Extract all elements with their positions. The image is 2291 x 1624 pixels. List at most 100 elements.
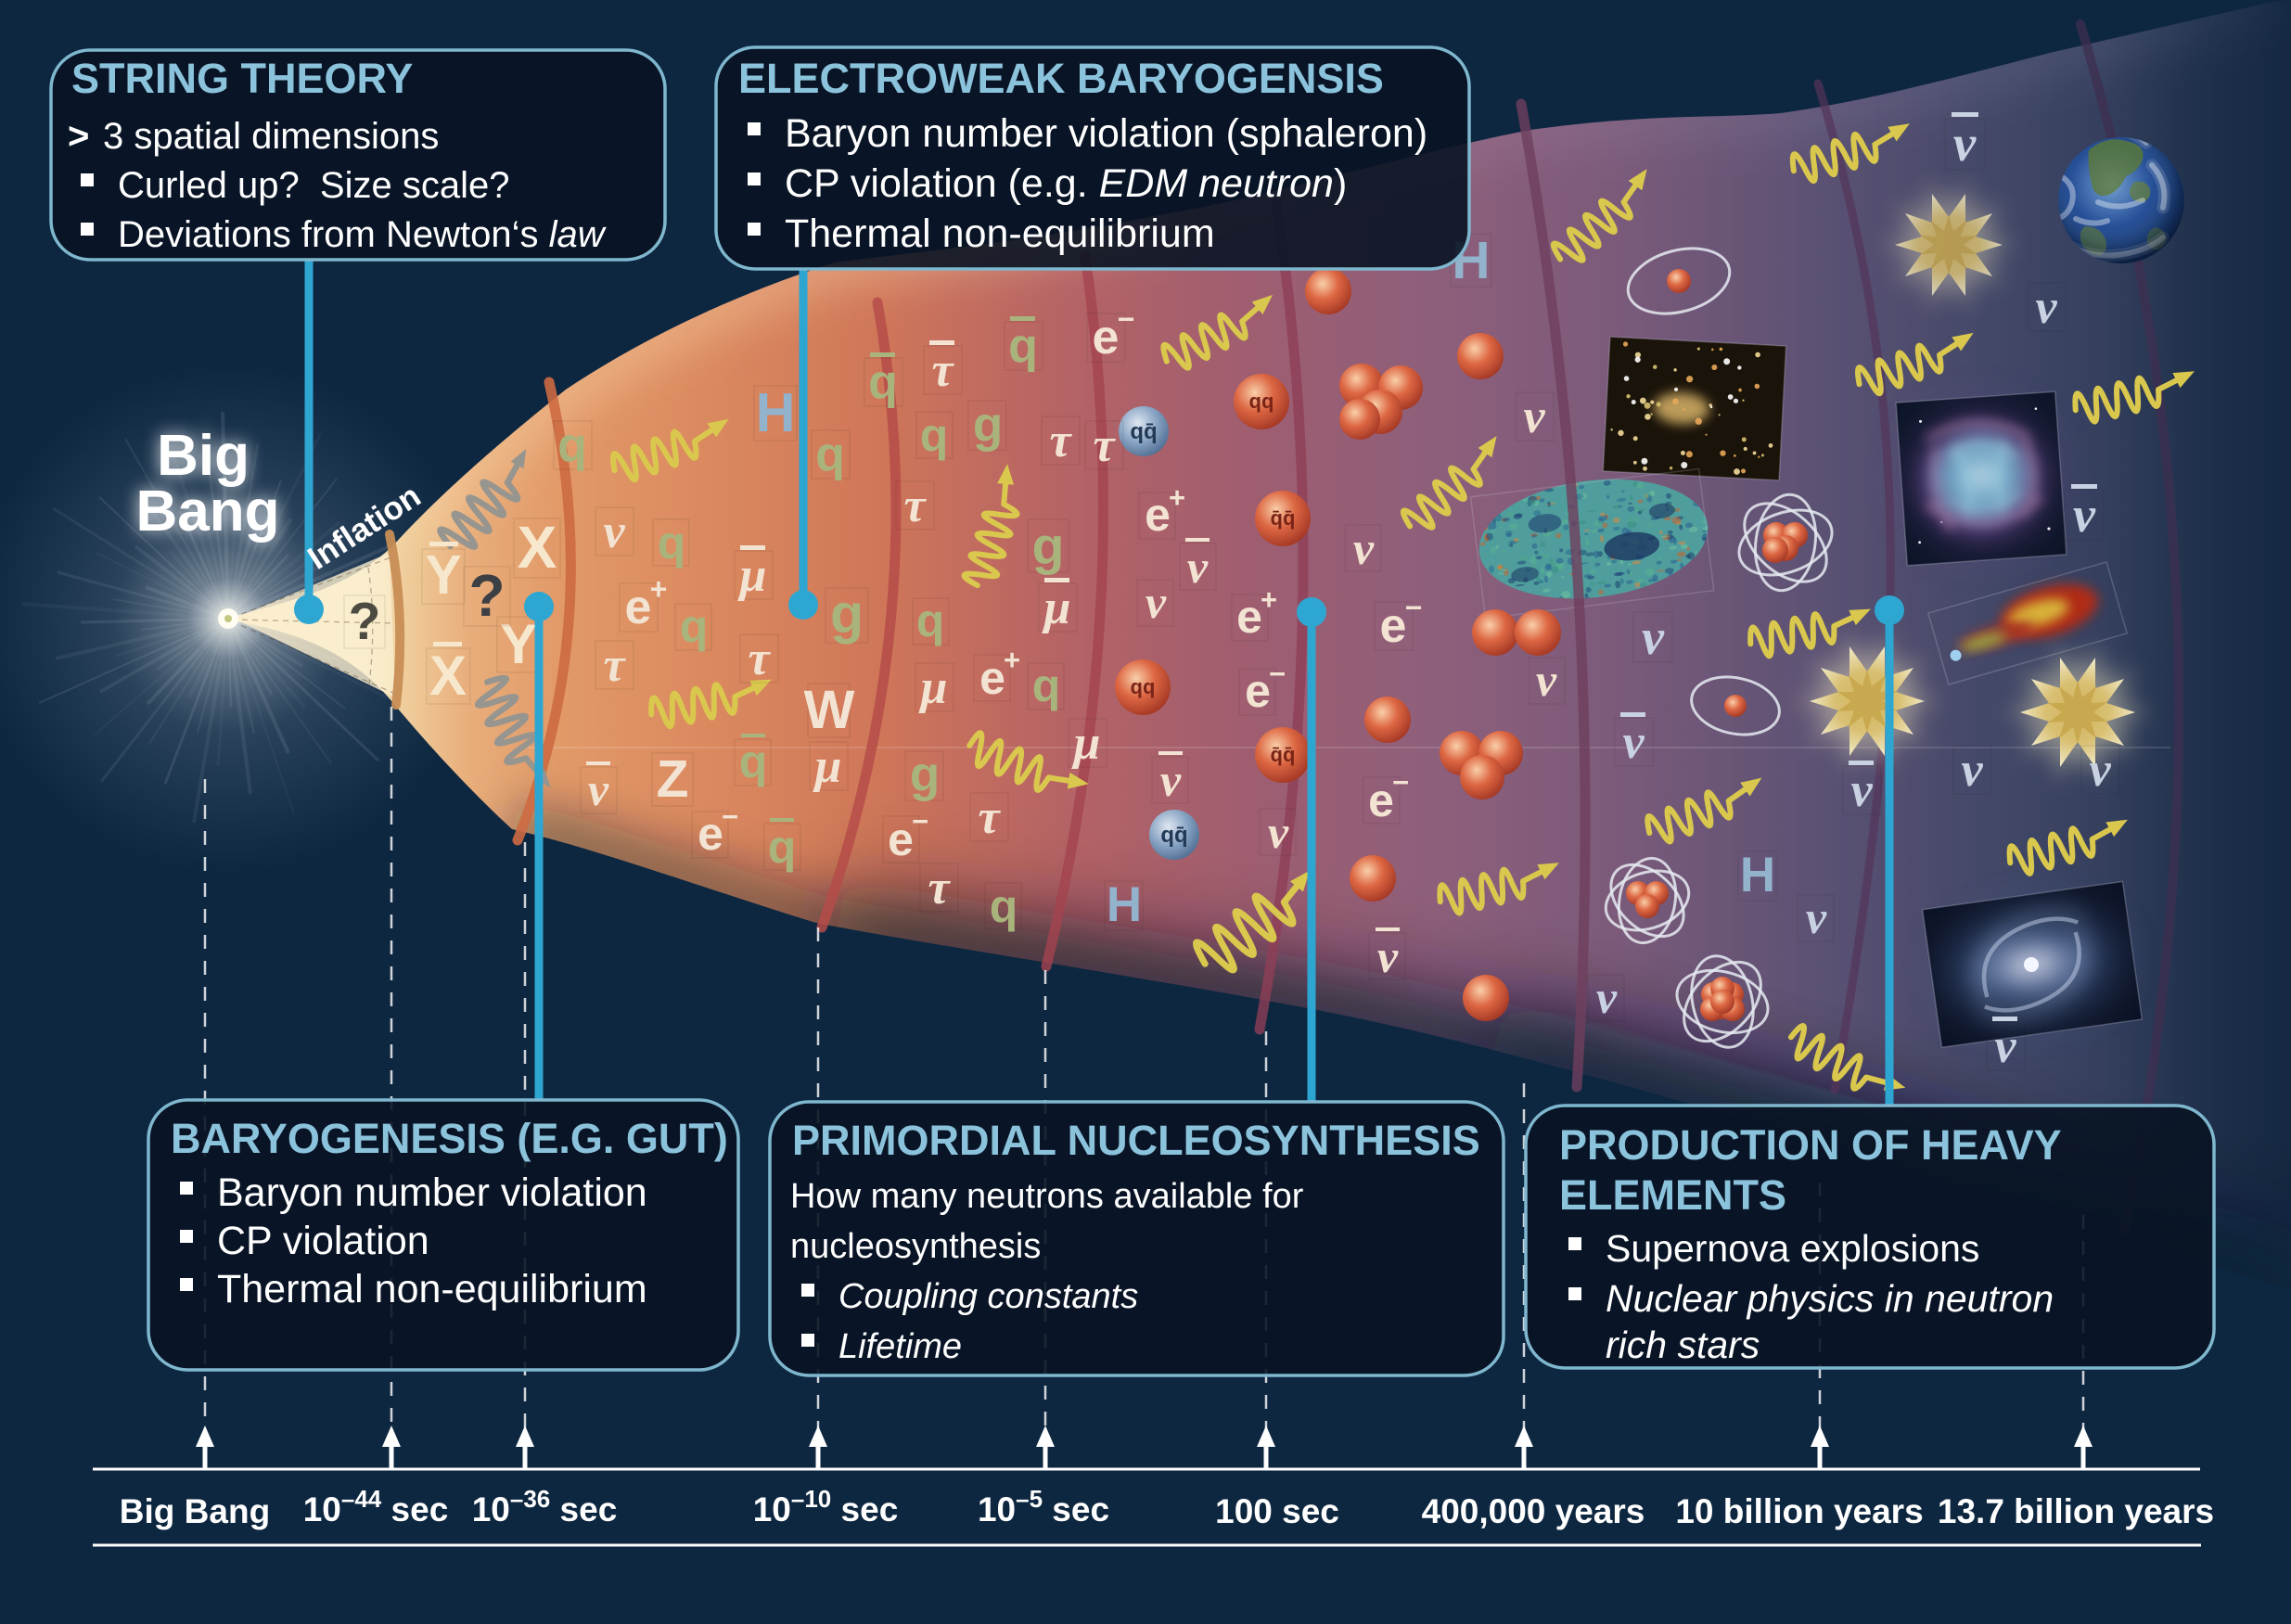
svg-text:g: g xyxy=(830,583,864,645)
svg-text:−: − xyxy=(722,800,738,833)
svg-text:Supernova explosions: Supernova explosions xyxy=(1606,1227,1979,1270)
svg-text:μ: μ xyxy=(1071,717,1101,770)
svg-text:q: q xyxy=(868,355,898,409)
svg-text:q: q xyxy=(916,595,945,646)
svg-text:qq: qq xyxy=(1131,675,1156,698)
svg-text:−: − xyxy=(1118,302,1135,336)
svg-text:ν: ν xyxy=(1953,115,1977,172)
svg-text:ν: ν xyxy=(1377,930,1399,982)
svg-text:ν: ν xyxy=(1994,1020,2016,1073)
svg-text:ν: ν xyxy=(1850,764,1873,817)
svg-text:ν: ν xyxy=(1523,390,1545,443)
svg-text:Y: Y xyxy=(500,613,537,675)
svg-text:ν: ν xyxy=(1961,744,1983,797)
svg-text:τ: τ xyxy=(978,791,1001,844)
svg-text:Curled up? Size scale?: Curled up? Size scale? xyxy=(118,165,509,206)
svg-text:g: g xyxy=(1032,517,1065,576)
svg-text:ν: ν xyxy=(1187,541,1209,593)
svg-text:ν: ν xyxy=(1596,971,1618,1023)
svg-text:q̄q̄: q̄q̄ xyxy=(1271,506,1296,530)
svg-text:13.7 billion years: 13.7 billion years xyxy=(1938,1492,2214,1530)
svg-text:Y: Y xyxy=(425,544,461,606)
svg-text:g: g xyxy=(973,398,1003,453)
svg-text:ν: ν xyxy=(1642,609,1665,665)
svg-text:10–5 sec: 10–5 sec xyxy=(978,1485,1109,1528)
svg-text:μ: μ xyxy=(918,661,948,714)
svg-text:q: q xyxy=(1032,659,1061,711)
svg-text:H: H xyxy=(1107,877,1142,932)
svg-text:STRING THEORY: STRING THEORY xyxy=(71,55,413,102)
svg-text:W: W xyxy=(804,680,855,740)
svg-text:ν: ν xyxy=(588,763,609,815)
svg-text:?: ? xyxy=(349,592,381,651)
svg-text:ν: ν xyxy=(2073,487,2096,543)
svg-text:Z: Z xyxy=(657,749,689,809)
svg-text:τ: τ xyxy=(903,480,927,532)
svg-text:3 spatial dimensions: 3 spatial dimensions xyxy=(103,116,439,157)
svg-text:Big: Big xyxy=(157,424,250,488)
svg-text:e: e xyxy=(1236,591,1262,643)
svg-text:H: H xyxy=(756,382,796,443)
svg-text:ELECTROWEAK BARYOGENSIS: ELECTROWEAK BARYOGENSIS xyxy=(738,55,1384,102)
svg-text:qq̄: qq̄ xyxy=(1130,419,1157,444)
svg-text:ν: ν xyxy=(2035,281,2057,334)
svg-text:e: e xyxy=(698,808,723,860)
svg-text:Big Bang: Big Bang xyxy=(120,1492,270,1530)
svg-text:PRIMORDIAL NUCLEOSYNTHESIS: PRIMORDIAL NUCLEOSYNTHESIS xyxy=(792,1117,1480,1164)
svg-text:e: e xyxy=(1093,311,1120,364)
svg-text:rich stars: rich stars xyxy=(1606,1323,1760,1366)
svg-text:e: e xyxy=(979,652,1005,704)
svg-text:τ: τ xyxy=(748,633,771,685)
svg-text:ν: ν xyxy=(603,505,625,558)
svg-text:Lifetime: Lifetime xyxy=(838,1327,962,1366)
svg-text:τ: τ xyxy=(1049,415,1072,467)
svg-text:How many neutrons available fo: How many neutrons available for xyxy=(790,1177,1304,1216)
svg-text:μ: μ xyxy=(737,549,767,602)
svg-text:ν: ν xyxy=(1146,576,1167,628)
svg-text:Bang: Bang xyxy=(136,480,280,543)
svg-text:ELEMENTS: ELEMENTS xyxy=(1559,1171,1786,1219)
svg-text:+: + xyxy=(1169,481,1185,514)
svg-text:Baryon number violation (sphal: Baryon number violation (sphaleron) xyxy=(785,111,1427,156)
svg-text:q̄q̄: q̄q̄ xyxy=(1271,743,1296,766)
svg-text:100 sec: 100 sec xyxy=(1215,1492,1339,1530)
svg-text:μ: μ xyxy=(813,740,842,793)
svg-text:?: ? xyxy=(468,562,505,629)
svg-text:τ: τ xyxy=(931,344,954,397)
svg-text:PRODUCTION OF HEAVY: PRODUCTION OF HEAVY xyxy=(1559,1121,2062,1169)
svg-text:H: H xyxy=(1740,848,1775,902)
svg-text:−: − xyxy=(1405,591,1423,624)
svg-text:e: e xyxy=(1245,665,1271,717)
svg-text:q: q xyxy=(815,428,845,481)
svg-text:CP violation (e.g. EDM neutron: CP violation (e.g. EDM neutron) xyxy=(785,161,1347,206)
svg-text:q: q xyxy=(920,409,949,461)
svg-text:qq̄: qq̄ xyxy=(1160,823,1187,848)
svg-text:nucleosynthesis: nucleosynthesis xyxy=(790,1227,1041,1266)
svg-text:e: e xyxy=(625,581,652,634)
svg-text:Baryon number violation: Baryon number violation xyxy=(217,1170,647,1215)
svg-text:CP violation: CP violation xyxy=(217,1219,429,1263)
svg-text:ν: ν xyxy=(2089,744,2111,797)
svg-text:ν: ν xyxy=(1806,891,1827,943)
svg-text:−: − xyxy=(1392,766,1409,799)
svg-text:τ: τ xyxy=(603,639,626,692)
svg-text:10 billion years: 10 billion years xyxy=(1675,1492,1923,1530)
svg-text:q: q xyxy=(557,418,587,472)
svg-text:ν: ν xyxy=(1622,716,1645,769)
svg-text:e: e xyxy=(1368,774,1394,826)
svg-text:g: g xyxy=(910,748,940,802)
svg-text:q: q xyxy=(658,517,686,569)
svg-text:ν: ν xyxy=(1353,522,1375,574)
svg-text:X: X xyxy=(429,645,467,707)
svg-text:400,000 years: 400,000 years xyxy=(1422,1492,1645,1530)
svg-text:−: − xyxy=(912,805,928,838)
svg-text:τ: τ xyxy=(928,862,951,914)
svg-text:Coupling constants: Coupling constants xyxy=(838,1277,1138,1316)
svg-text:+: + xyxy=(1004,644,1020,676)
svg-text:>: > xyxy=(68,116,89,157)
svg-text:+: + xyxy=(650,572,668,606)
svg-text:e: e xyxy=(1145,489,1171,541)
svg-text:ν: ν xyxy=(1536,654,1557,706)
svg-text:e: e xyxy=(888,813,914,865)
svg-text:q: q xyxy=(739,735,768,787)
